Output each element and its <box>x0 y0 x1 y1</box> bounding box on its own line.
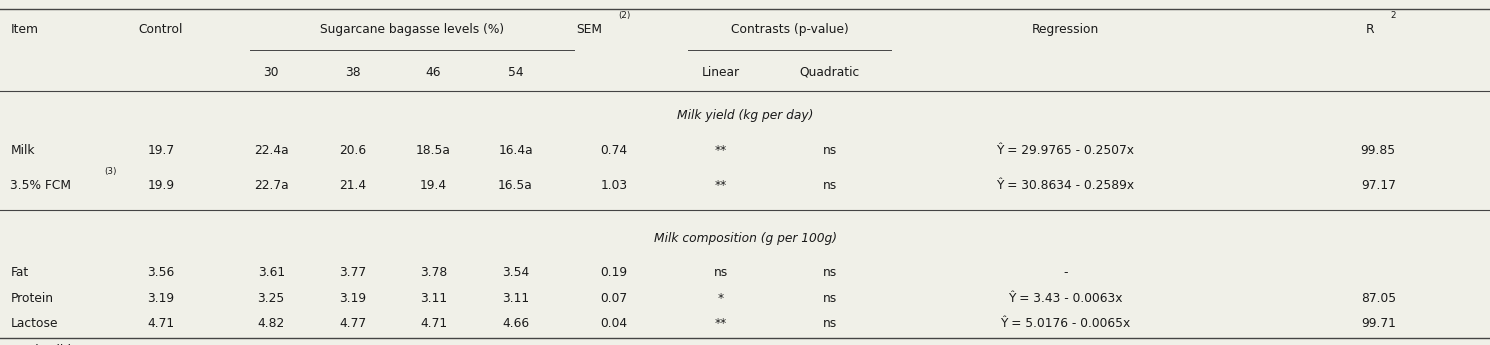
Text: Item: Item <box>10 23 39 36</box>
Text: (2): (2) <box>618 11 630 20</box>
Text: 12.5: 12.5 <box>340 344 367 345</box>
Text: 12.3: 12.3 <box>258 344 285 345</box>
Text: 19.9: 19.9 <box>148 179 174 192</box>
Text: 0.07: 0.07 <box>600 292 627 305</box>
Text: Fat: Fat <box>10 266 28 279</box>
Text: *: * <box>718 292 724 305</box>
Text: Ŷ = 5.0176 - 0.0065x: Ŷ = 5.0176 - 0.0065x <box>1000 317 1131 330</box>
Text: 0.15: 0.15 <box>600 344 627 345</box>
Text: 3.56: 3.56 <box>148 266 174 279</box>
Text: 16.4a: 16.4a <box>498 144 533 157</box>
Text: ns: ns <box>714 266 729 279</box>
Text: Regression: Regression <box>1031 23 1100 36</box>
Text: 4.71: 4.71 <box>148 317 174 330</box>
Text: -: - <box>1062 344 1068 345</box>
Text: 3.5% FCM: 3.5% FCM <box>10 179 72 192</box>
Text: 20.6: 20.6 <box>340 144 367 157</box>
Text: 3.19: 3.19 <box>148 292 174 305</box>
Text: 16.5a: 16.5a <box>498 179 533 192</box>
Text: 99.85: 99.85 <box>1360 144 1396 157</box>
Text: 3.11: 3.11 <box>502 292 529 305</box>
Text: (3): (3) <box>104 167 116 176</box>
Text: 0.74: 0.74 <box>600 144 627 157</box>
Text: 4.77: 4.77 <box>340 317 367 330</box>
Text: ns: ns <box>822 292 837 305</box>
Text: ns: ns <box>822 144 837 157</box>
Text: 3.61: 3.61 <box>258 266 285 279</box>
Text: -: - <box>1062 266 1068 279</box>
Text: 3.78: 3.78 <box>420 266 447 279</box>
Text: 0.04: 0.04 <box>600 317 627 330</box>
Text: 3.54: 3.54 <box>502 266 529 279</box>
Text: 87.05: 87.05 <box>1360 292 1396 305</box>
Text: 12.2: 12.2 <box>502 344 529 345</box>
Text: 97.17: 97.17 <box>1360 179 1396 192</box>
Text: Ŷ = 30.8634 - 0.2589x: Ŷ = 30.8634 - 0.2589x <box>997 179 1134 192</box>
Text: 22.4a: 22.4a <box>253 144 289 157</box>
Text: **: ** <box>715 144 727 157</box>
Text: 12.3: 12.3 <box>148 344 174 345</box>
Text: 1.03: 1.03 <box>600 179 627 192</box>
Text: Contrasts (p-value): Contrasts (p-value) <box>730 23 849 36</box>
Text: Milk: Milk <box>10 144 34 157</box>
Text: 22.7a: 22.7a <box>253 179 289 192</box>
Text: 3.25: 3.25 <box>258 292 285 305</box>
Text: 3.19: 3.19 <box>340 292 367 305</box>
Text: Linear: Linear <box>702 66 741 79</box>
Text: 0.19: 0.19 <box>600 266 627 279</box>
Text: -: - <box>1375 344 1381 345</box>
Text: 30: 30 <box>264 66 279 79</box>
Text: 3.11: 3.11 <box>420 292 447 305</box>
Text: Control: Control <box>139 23 183 36</box>
Text: Protein: Protein <box>10 292 54 305</box>
Text: Total solids: Total solids <box>10 344 77 345</box>
Text: 4.82: 4.82 <box>258 317 285 330</box>
Text: 4.71: 4.71 <box>420 317 447 330</box>
Text: 21.4: 21.4 <box>340 179 367 192</box>
Text: Sugarcane bagasse levels (%): Sugarcane bagasse levels (%) <box>320 23 504 36</box>
Text: R: R <box>1365 23 1374 36</box>
Text: ns: ns <box>714 344 729 345</box>
Text: **: ** <box>715 317 727 330</box>
Text: ns: ns <box>822 317 837 330</box>
Text: ns: ns <box>822 266 837 279</box>
Text: Lactose: Lactose <box>10 317 58 330</box>
Text: 19.7: 19.7 <box>148 144 174 157</box>
Text: 54: 54 <box>508 66 523 79</box>
Text: SEM: SEM <box>577 23 602 36</box>
Text: 4.66: 4.66 <box>502 317 529 330</box>
Text: 12.2: 12.2 <box>420 344 447 345</box>
Text: Quadratic: Quadratic <box>800 66 860 79</box>
Text: ns: ns <box>822 344 837 345</box>
Text: Ŷ = 29.9765 - 0.2507x: Ŷ = 29.9765 - 0.2507x <box>997 144 1134 157</box>
Text: 38: 38 <box>346 66 361 79</box>
Text: 19.4: 19.4 <box>420 179 447 192</box>
Text: ns: ns <box>822 179 837 192</box>
Text: Milk yield (kg per day): Milk yield (kg per day) <box>676 109 814 122</box>
Text: 99.71: 99.71 <box>1360 317 1396 330</box>
Text: 18.5a: 18.5a <box>416 144 451 157</box>
Text: **: ** <box>715 179 727 192</box>
Text: 2: 2 <box>1390 11 1396 20</box>
Text: 46: 46 <box>426 66 441 79</box>
Text: Milk composition (g per 100g): Milk composition (g per 100g) <box>654 231 836 245</box>
Text: 3.77: 3.77 <box>340 266 367 279</box>
Text: Ŷ = 3.43 - 0.0063x: Ŷ = 3.43 - 0.0063x <box>1009 292 1122 305</box>
